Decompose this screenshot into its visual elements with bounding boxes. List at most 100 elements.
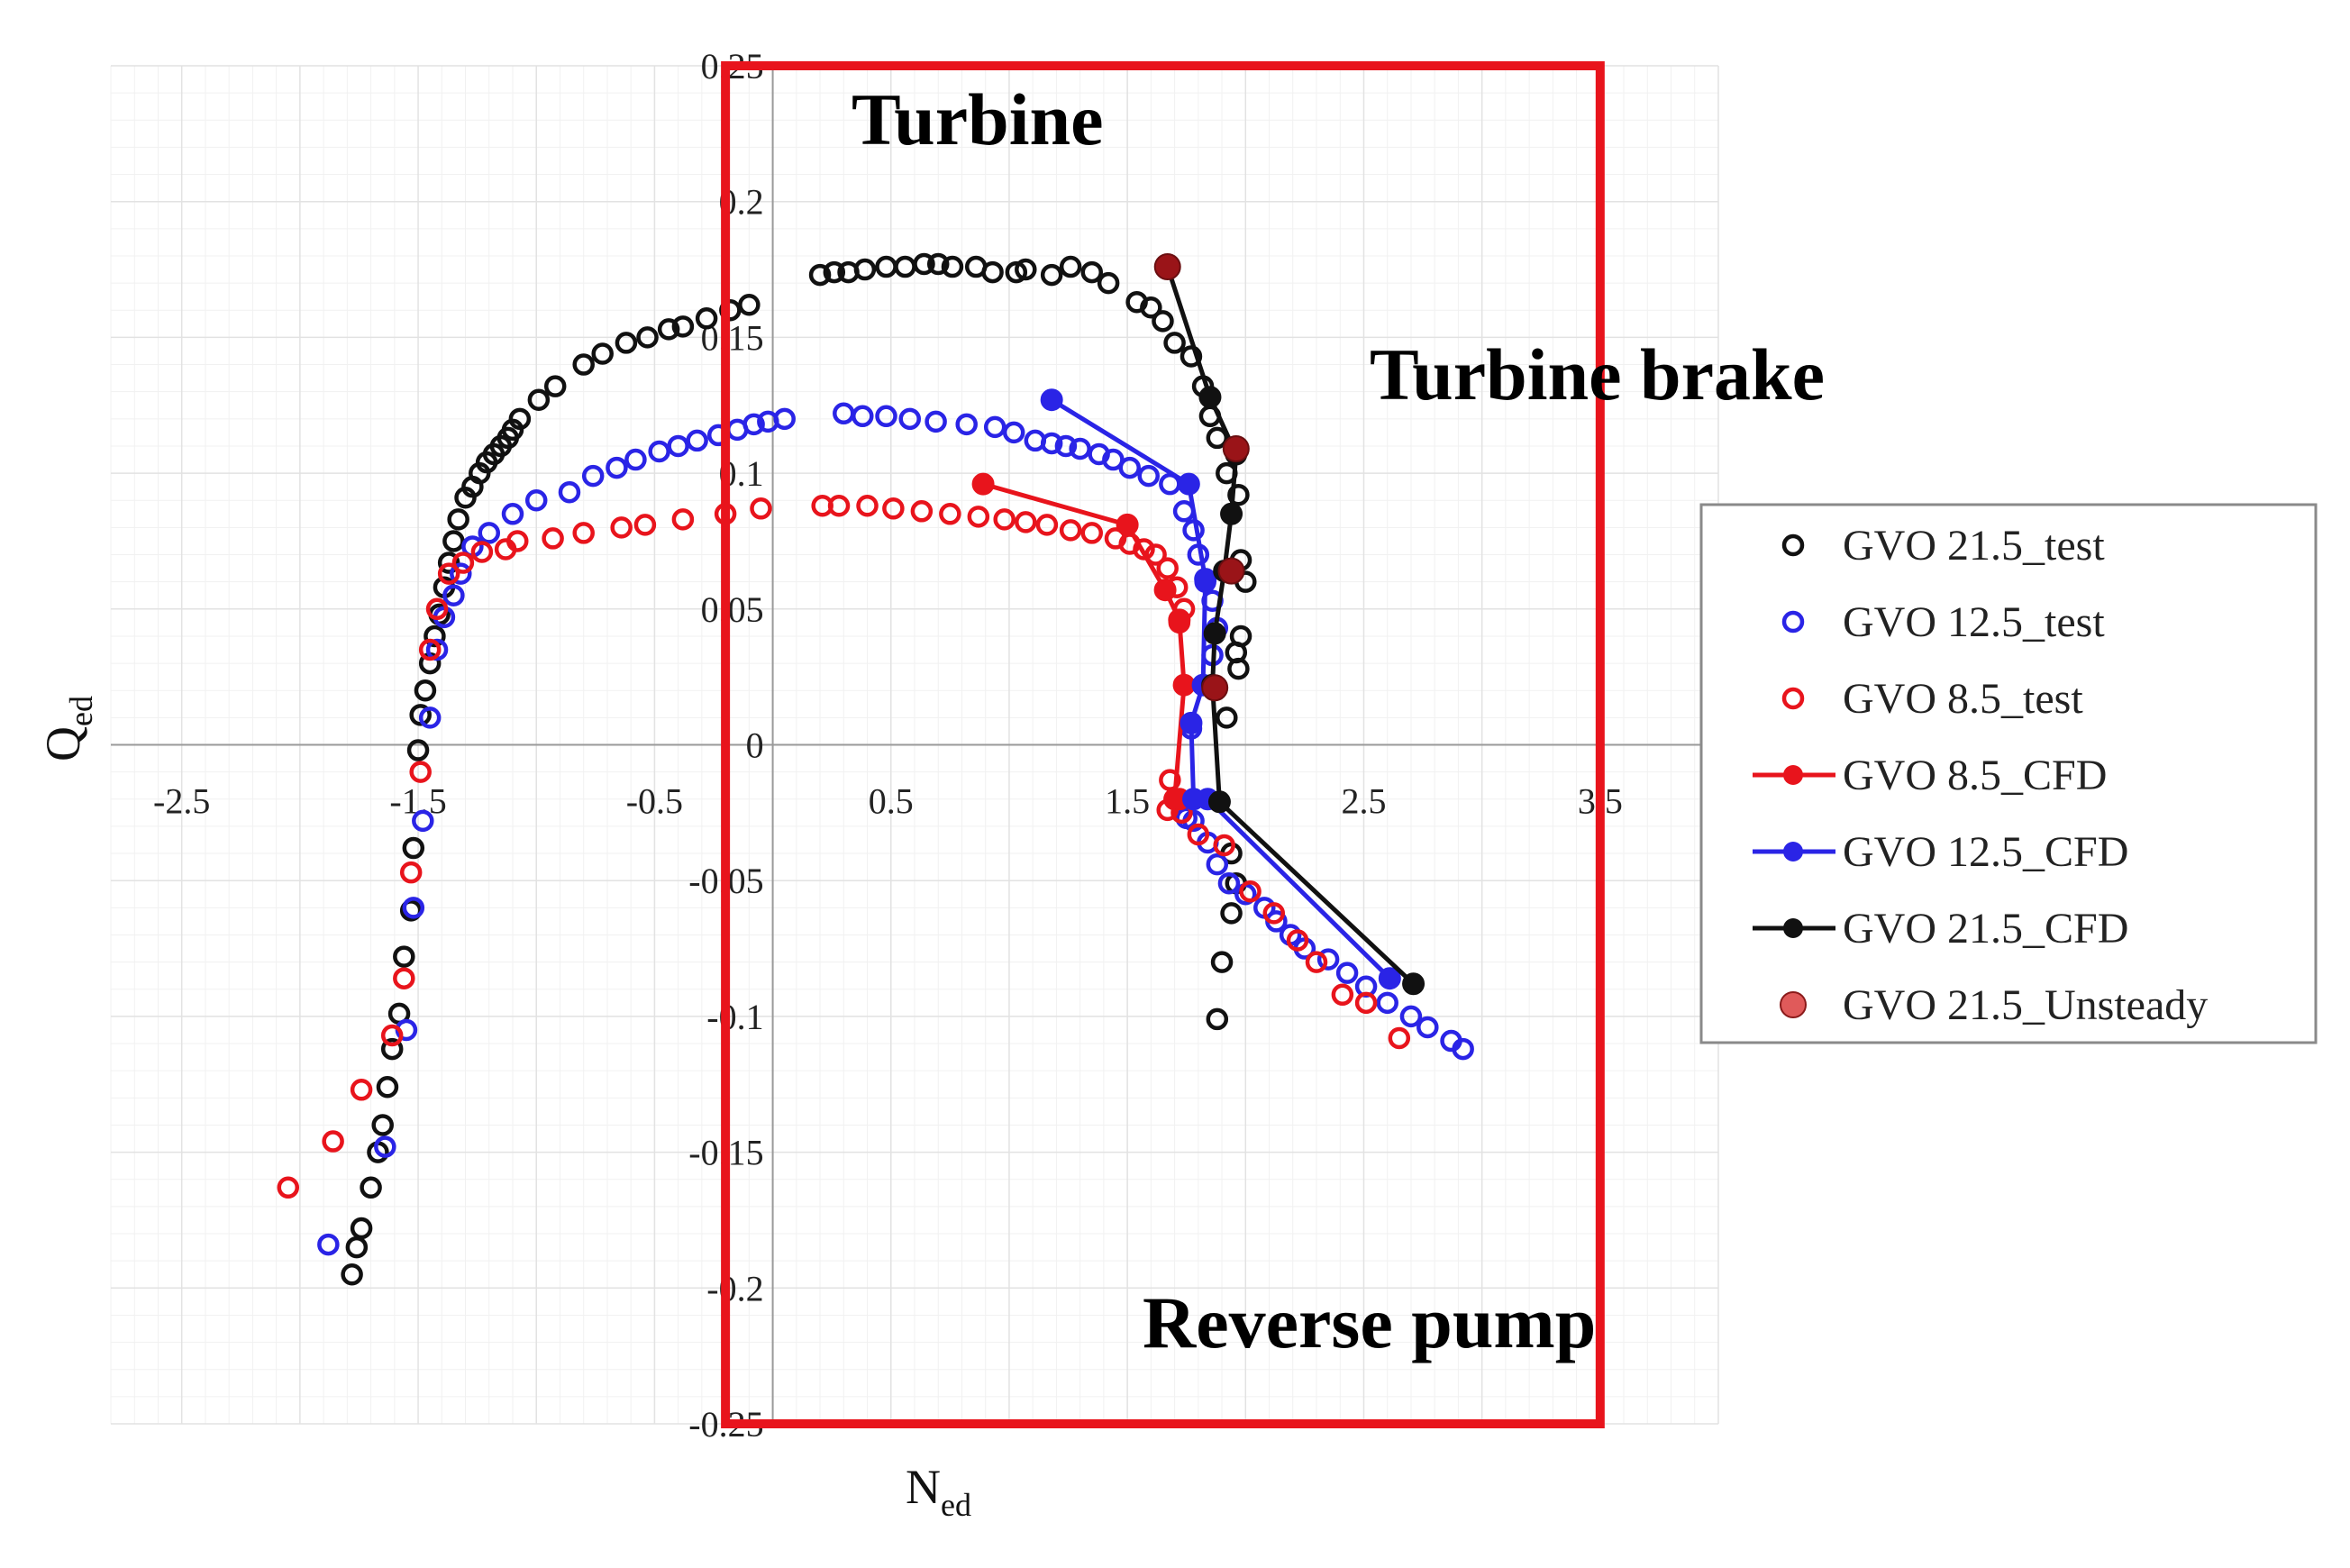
data-point: [524, 488, 548, 512]
data-point: [409, 761, 432, 783]
data-point: [615, 332, 638, 354]
data-point: [1180, 345, 1203, 368]
data-point: [671, 315, 695, 338]
data-point: [1156, 557, 1179, 579]
data-point: [345, 1235, 369, 1259]
region-label-turbine-brake: Turbine brake: [1370, 333, 1825, 415]
legend-circle-marker: [1781, 533, 1805, 557]
data-point: [543, 375, 567, 397]
region-label-turbine: Turbine: [852, 78, 1104, 160]
legend-label: GVO 12.5_test: [1843, 598, 2105, 646]
legend-item: GVO 12.5_test: [1781, 598, 2105, 646]
y-axis-title: Qed: [36, 696, 99, 761]
data-point: [1286, 929, 1309, 952]
data-point: [1015, 258, 1037, 281]
data-point: [875, 405, 897, 428]
data-point: [853, 258, 877, 281]
legend-label: GVO 21.5_Unsteady: [1843, 981, 2208, 1029]
data-point: [376, 1076, 399, 1099]
data-point: [1005, 260, 1028, 284]
x-tick-label: -2.5: [153, 781, 210, 822]
data-point: [1217, 871, 1241, 895]
legend-label: GVO 8.5_test: [1843, 675, 2083, 723]
data-point: [527, 388, 551, 411]
data-point: [1222, 434, 1250, 462]
data-point: [695, 307, 718, 330]
data-point: [1133, 538, 1155, 561]
legend-dot-marker: [1783, 918, 1803, 938]
legend: GVO 21.5_test GVO 12.5_test GVO 8.5_test GV…: [1699, 503, 2318, 1044]
legend-item: GVO 8.5_CFD: [1753, 752, 2107, 799]
data-point: [1054, 434, 1078, 458]
data-point: [1015, 511, 1037, 533]
data-point: [393, 945, 415, 968]
data-point: [1206, 852, 1229, 876]
y-tick-label: 0: [746, 725, 764, 766]
data-point: [402, 836, 425, 860]
data-point: [1217, 557, 1245, 585]
x-tick-label: -0.5: [626, 781, 683, 822]
data-point: [624, 448, 647, 471]
data-point: [1378, 967, 1401, 990]
data-point: [1118, 456, 1141, 479]
data-point: [1452, 1037, 1474, 1061]
data-point: [591, 342, 614, 365]
data-point: [380, 1037, 404, 1061]
y-axis-title-sub: ed: [63, 696, 99, 726]
data-point: [1206, 1007, 1229, 1031]
data-point: [277, 1176, 300, 1199]
legend-label: GVO 21.5_test: [1843, 522, 2105, 570]
data-point: [1069, 437, 1091, 460]
region-label-reverse-pump: Reverse pump: [1143, 1281, 1596, 1363]
legend-item: GVO 21.5_Unsteady: [1780, 981, 2208, 1029]
data-point: [1180, 711, 1203, 734]
data-point: [360, 1176, 382, 1199]
data-point: [1080, 260, 1104, 284]
data-point: [581, 464, 605, 488]
y-tick-label: 0.15: [701, 317, 764, 358]
x-axis-title-sub: ed: [941, 1487, 971, 1523]
data-point: [648, 440, 670, 463]
data-point: [1220, 902, 1243, 925]
data-point: [1399, 1005, 1423, 1028]
data-point: [808, 263, 832, 287]
data-point: [1172, 673, 1196, 697]
data-point: [371, 1114, 394, 1136]
data-point: [1168, 608, 1191, 632]
legend-label: GVO 12.5_CFD: [1843, 828, 2128, 876]
data-point: [1262, 902, 1286, 925]
data-point: [894, 255, 916, 278]
data-point: [606, 456, 628, 479]
data-point: [1198, 386, 1222, 409]
data-point: [412, 809, 434, 833]
data-point: [1035, 514, 1059, 536]
data-point: [1116, 513, 1139, 536]
data-point: [1201, 674, 1229, 702]
data-point: [442, 530, 465, 552]
plot-area: [277, 252, 1474, 1286]
data-point: [856, 495, 879, 517]
legend-item: GVO 12.5_CFD: [1753, 828, 2128, 876]
legend-dot-marker: [1780, 991, 1807, 1018]
legend-label: GVO 21.5_CFD: [1843, 905, 2128, 953]
data-point: [1210, 951, 1234, 973]
highlight-box-rect: [721, 61, 1605, 1428]
data-point: [470, 541, 494, 563]
legend-circle-marker: [1781, 610, 1805, 634]
series-gvo-12-5-test: [317, 402, 1474, 1256]
data-point: [1152, 310, 1174, 333]
series-gvo-8-5-test: [277, 495, 1411, 1199]
data-point: [374, 1135, 396, 1158]
data-point: [955, 413, 978, 436]
data-point: [925, 410, 947, 433]
data-point: [1059, 519, 1082, 542]
data-point: [1040, 263, 1063, 287]
data-point: [983, 415, 1006, 439]
data-point: [827, 495, 851, 517]
data-point: [1153, 579, 1177, 602]
data-point: [558, 480, 581, 504]
data-point: [1376, 991, 1398, 1015]
legend-item: GVO 21.5_CFD: [1753, 905, 2128, 953]
data-point: [572, 522, 595, 544]
